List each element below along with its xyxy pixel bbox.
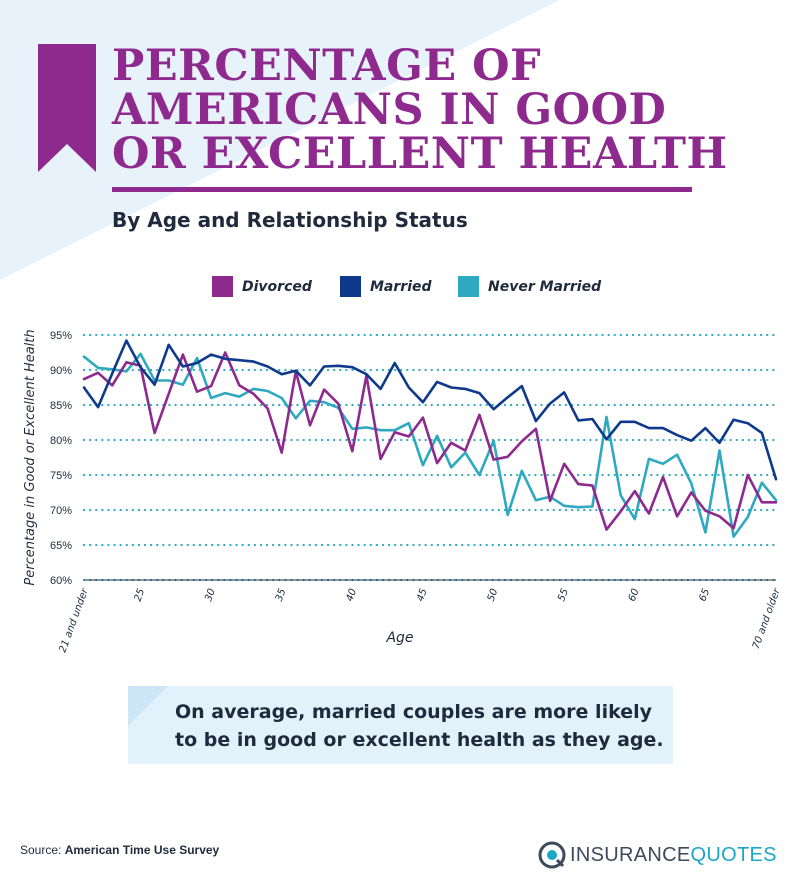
series-line-divorced [82,351,778,531]
x-tick-label: 50 [486,587,501,603]
y-tick-label: 90% [50,365,72,377]
x-tick-label: 65 [698,587,713,603]
legend-item-divorced: Divorced [212,276,312,297]
y-tick-label: 70% [50,505,72,517]
chart-title: PERCENTAGE OF AMERICANS IN GOOD OR EXCEL… [112,41,728,179]
legend-swatch-never-married [458,276,479,297]
callout-box: On average, married couples are more lik… [128,686,673,764]
source-note: Source: American Time Use Survey [20,843,219,857]
callout-fold-decoration [128,686,168,726]
legend-label-divorced: Divorced [242,278,312,295]
y-tick-label: 85% [50,400,72,412]
y-tick-label: 60% [50,575,72,587]
x-tick-label: 45 [415,587,430,603]
legend-item-married: Married [340,276,432,297]
line-chart: 60% 65% 70% 75% 80% 85% 90% 95% 21 and under 25 30… [23,329,783,654]
x-tick-label: 55 [556,587,571,603]
x-tick-label: 35 [274,587,289,603]
brand-logo: INSURANCE QUOTES [538,841,777,869]
brand-text-insurance: INSURANCE [570,843,691,866]
legend-label-never-married: Never Married [488,278,602,295]
y-tick-label: 95% [50,330,72,342]
x-tick-label: 21 and under [58,586,92,654]
x-tick-label: 25 [133,587,148,603]
chart-legend: Divorced Married Never Married [0,276,800,302]
brand-mark-icon [538,841,566,869]
bookmark-ribbon-icon [38,44,96,172]
y-tick-label: 65% [50,540,72,552]
y-tick-label: 80% [50,435,72,447]
source-name: American Time Use Survey [64,843,220,857]
legend-label-married: Married [370,278,432,295]
legend-item-never-married: Never Married [458,276,601,297]
x-tick-label: 70 and older [751,586,783,650]
x-tick-label: 40 [344,587,359,603]
brand-text-quotes: QUOTES [690,843,777,866]
source-label: Source: [20,843,62,857]
x-tick-label: 30 [203,587,218,603]
x-tick-label: 60 [627,587,642,603]
title-underline [112,187,692,192]
series-line-married [82,339,778,481]
legend-swatch-married [340,276,361,297]
y-tick-label: 75% [50,470,72,482]
chart-subtitle: By Age and Relationship Status [112,208,468,232]
series-line-never-married [82,352,778,538]
callout-text: On average, married couples are more lik… [175,701,664,751]
x-axis-title: Age [385,630,413,646]
y-axis-title: Percentage in Good or Excellent Health [23,329,38,585]
legend-swatch-divorced [212,276,233,297]
